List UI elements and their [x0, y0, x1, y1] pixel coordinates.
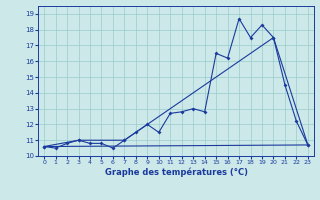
X-axis label: Graphe des températures (°C): Graphe des températures (°C) [105, 168, 247, 177]
